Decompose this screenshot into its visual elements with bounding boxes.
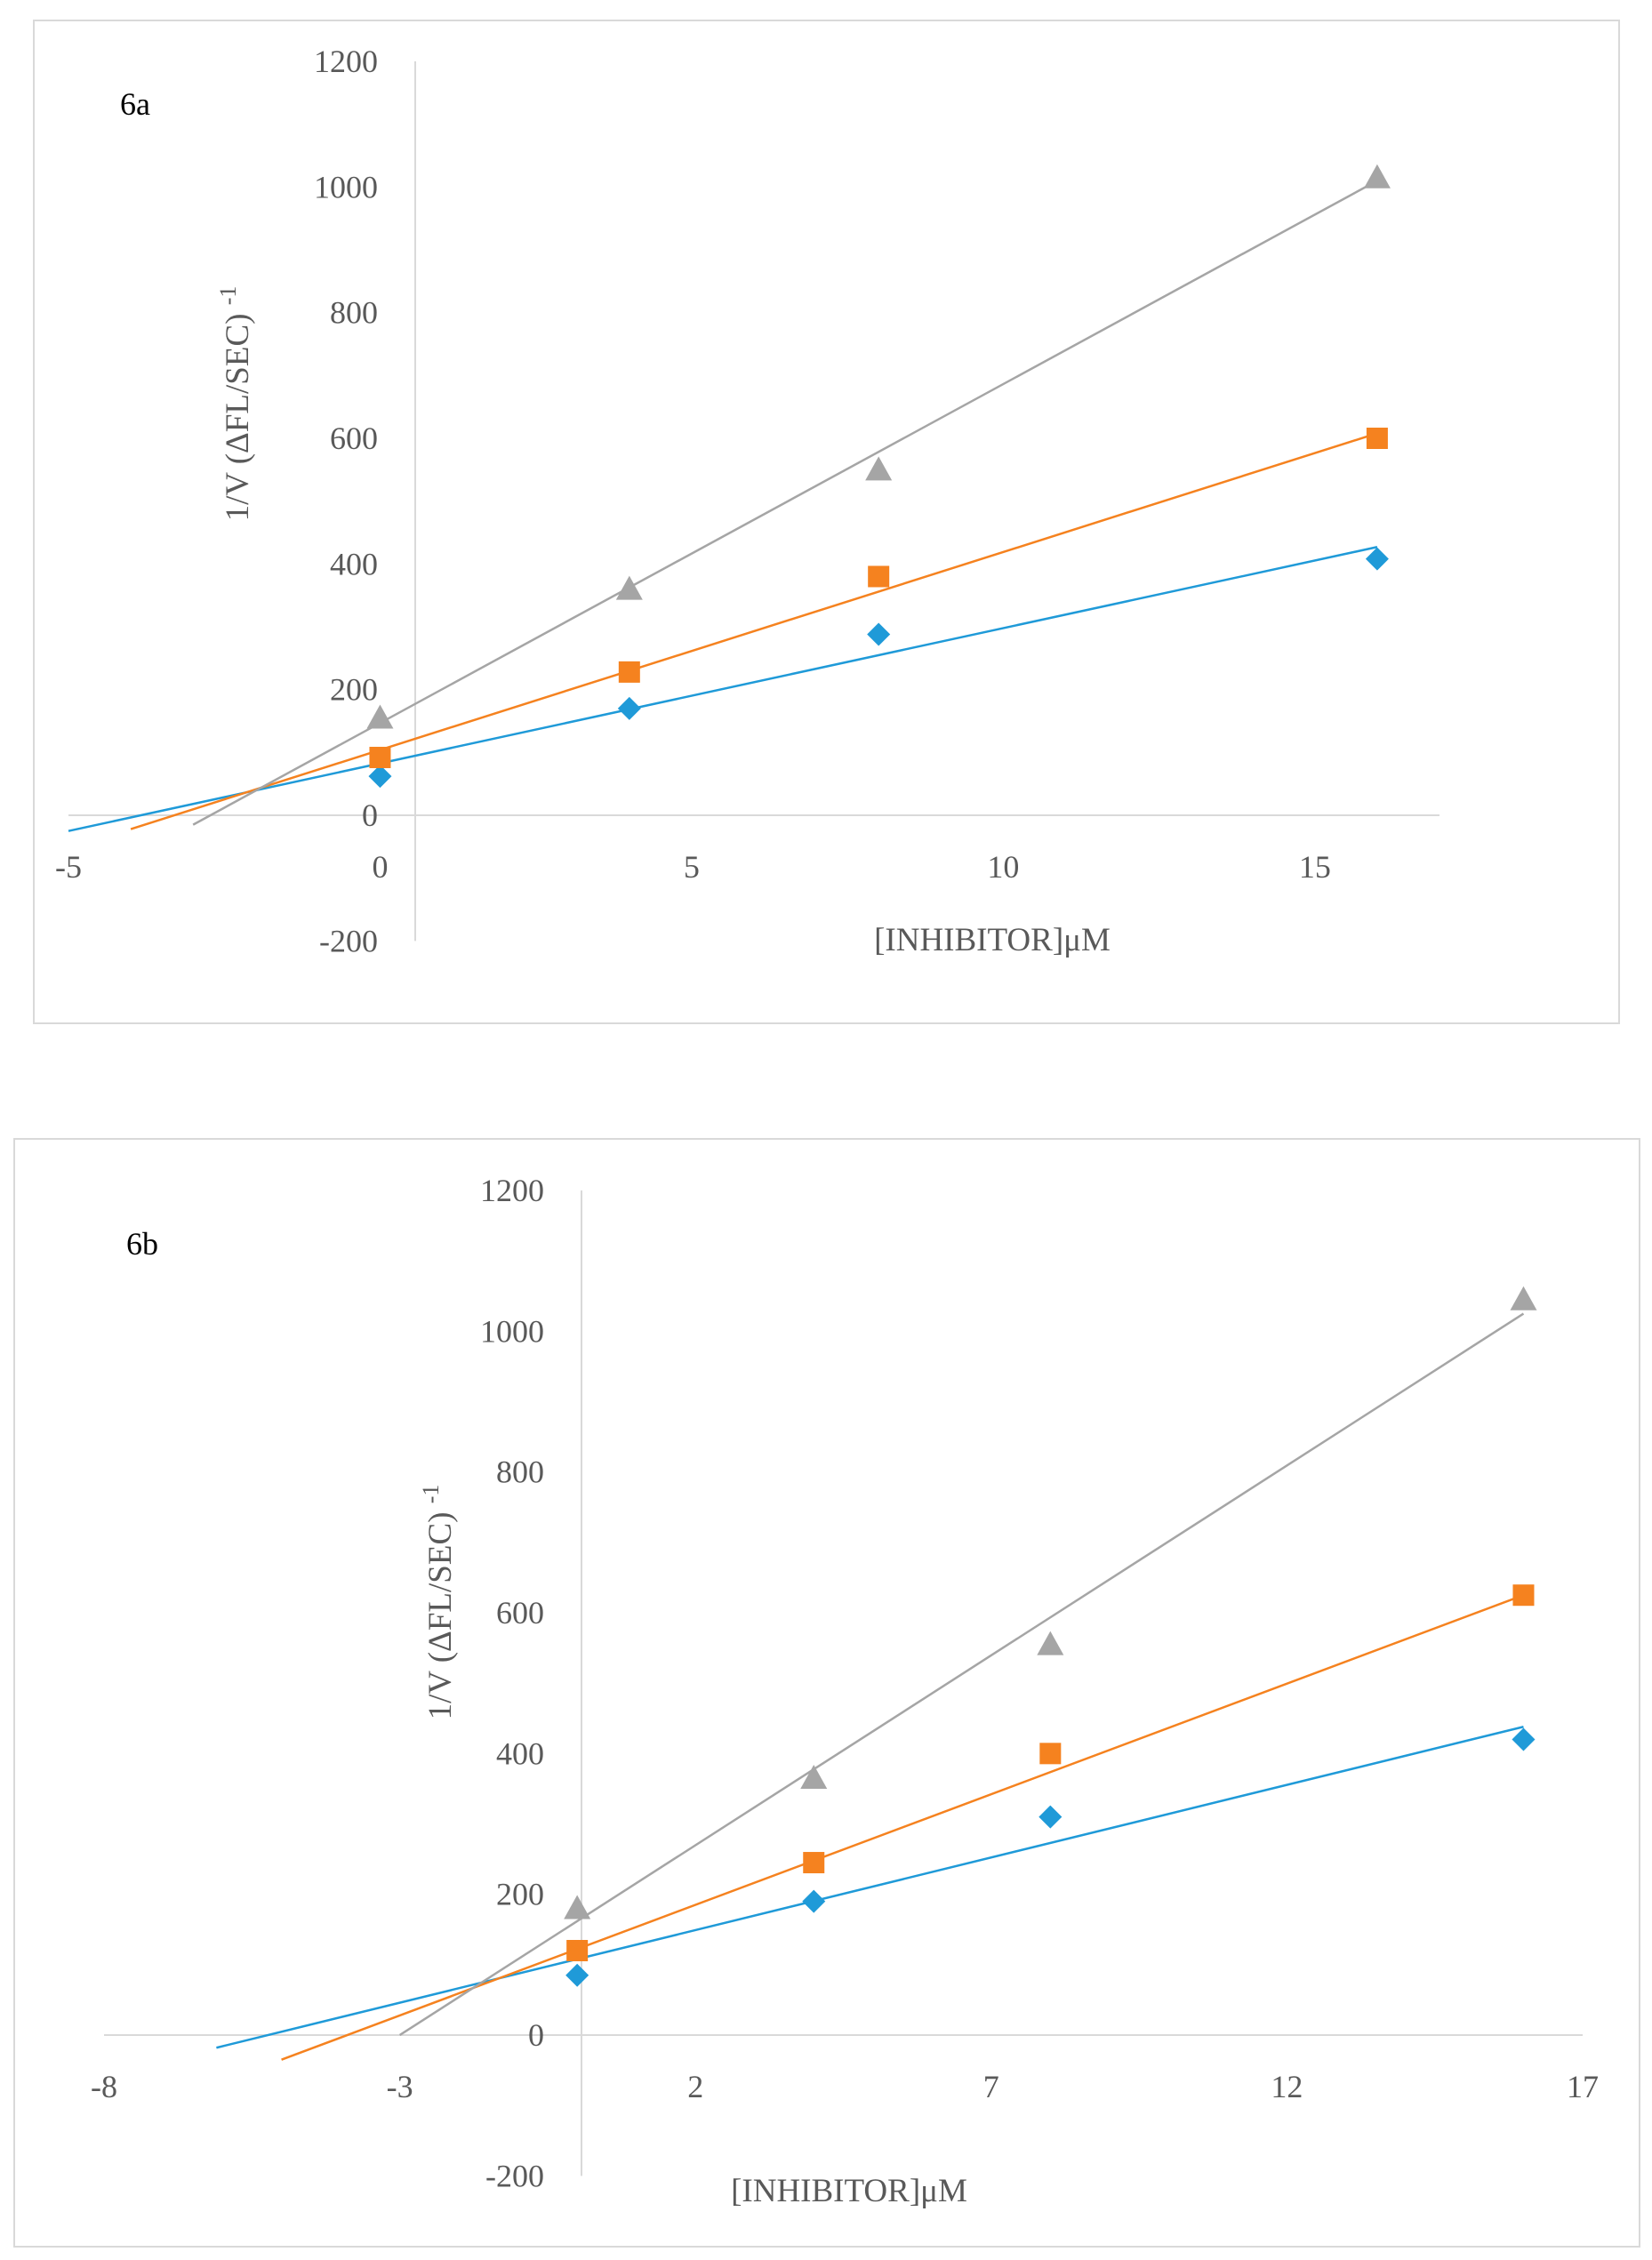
y-tick-label: 600 [496,1595,544,1631]
y-tick-label: 1000 [480,1313,544,1349]
series-2-point [1039,1743,1062,1765]
x-tick-label: 15 [1299,849,1331,885]
y-tick-label: 400 [496,1735,544,1771]
series-1-point [1365,547,1389,571]
series-1-point [368,765,392,789]
x-tick-label: 5 [684,849,700,885]
x-axis-title: [INHIBITOR]μM [874,922,1111,958]
series-2-point [566,1940,589,1961]
series-1-point [1512,1727,1536,1751]
series-2-point [803,1852,825,1874]
y-axis-title-superscript: -1 [418,1485,444,1504]
series-1-point [617,696,641,720]
series-2-trendline [281,1594,1524,2061]
y-tick-label: -200 [485,2158,544,2193]
x-tick-label: -3 [387,2069,413,2104]
y-tick-label: 800 [496,1455,544,1490]
series-3-point [800,1765,828,1790]
series-1-trendline [216,1726,1524,2049]
x-tick-label: 7 [983,2069,999,2104]
series-3-point [1510,1286,1537,1310]
series-3-point [1037,1631,1064,1655]
y-tick-label: -200 [319,923,378,958]
y-tick-label: 400 [330,546,378,581]
x-tick-label: 10 [987,849,1019,885]
series-1-point [1039,1805,1063,1829]
y-tick-label: 200 [496,1877,544,1912]
y-tick-label: 1200 [480,1173,544,1208]
x-tick-label: 17 [1567,2069,1599,2104]
series-3-point [615,575,643,600]
series-1-trendline [68,546,1378,832]
y-axis-title-superscript: -1 [215,286,241,306]
series-3-point [865,456,893,481]
x-axis-title: [INHIBITOR]μM [731,2173,967,2209]
series-3-point [1363,164,1391,188]
series-3-point [564,1895,591,1919]
y-tick-label: 200 [330,672,378,708]
y-tick-label: 0 [362,797,378,833]
series-2-point [1366,428,1388,449]
y-tick-label: 800 [330,295,378,331]
series-3-trendline [192,180,1378,826]
chart-6a: -200 0 200 400 600 800 1000 1200 -5 0 5 10 15 6a [INHI… [55,44,1439,958]
series-3-trendline [398,1312,1525,2037]
chart-6b: -200 0 200 400 600 800 1000 1200 -8 -3 2 7 12 17 6b [IN… [91,1173,1599,2209]
y-tick-label: 1200 [314,44,378,79]
y-axis-title: 1/V (ΔFL/SEC) -1 [215,286,256,522]
x-tick-label: -5 [55,849,82,885]
chart-panel-6b: -200 0 200 400 600 800 1000 1200 -8 -3 2 7 12 17 6b [IN… [13,1138,1640,2248]
panel-label: 6a [120,86,150,122]
series-2-trendline [130,432,1378,830]
chart-panel-6a: -200 0 200 400 600 800 1000 1200 -5 0 5 10 15 6a [INHI… [33,20,1620,1024]
series-2-point [369,746,391,768]
y-tick-label: 0 [528,2017,544,2053]
series-3-point [366,704,394,729]
y-tick-label: 1000 [314,169,378,204]
x-tick-label: 0 [372,849,388,885]
series-2-point [618,661,640,683]
x-tick-label: 12 [1271,2069,1303,2104]
y-axis-title: 1/V (ΔFL/SEC) -1 [418,1485,459,1720]
x-tick-label: -8 [91,2069,117,2104]
series-2-point [868,565,890,588]
series-1-point [867,622,891,646]
y-tick-label: 600 [330,421,378,456]
series-1-point [565,1963,589,1987]
panel-label: 6b [126,1226,158,1262]
series-1-point [802,1889,826,1913]
series-2-point [1512,1584,1535,1607]
x-tick-label: 2 [687,2069,703,2104]
